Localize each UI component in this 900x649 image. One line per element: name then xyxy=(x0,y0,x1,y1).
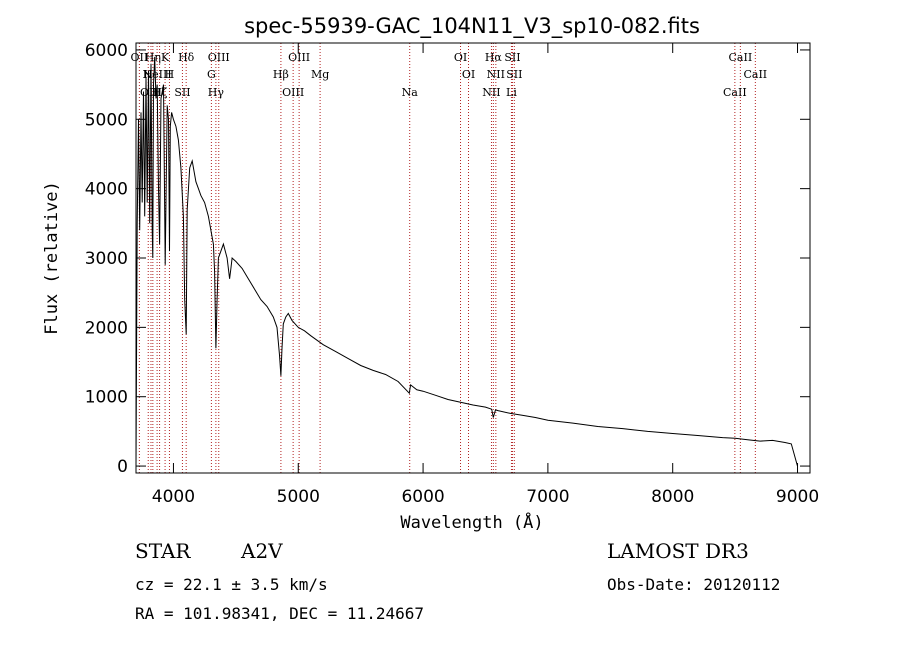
spectral-line-label: SII xyxy=(174,86,190,99)
spectral-line-label: Hα xyxy=(485,51,503,64)
spectral-line-label: OIII xyxy=(208,51,230,64)
object-subclass: A2V xyxy=(240,539,283,563)
x-tick-label: 4000 xyxy=(152,487,195,507)
spectral-line-label: CaII xyxy=(729,51,753,64)
spectral-line-label: OIII xyxy=(288,51,310,64)
redshift-velocity: cz = 22.1 ± 3.5 km/s xyxy=(135,575,328,594)
plot-frame xyxy=(135,42,811,474)
y-axis-ticks: 0 1000 2000 3000 4000 5000 6000 xyxy=(85,41,810,477)
y-axis-label: Flux (relative) xyxy=(42,181,62,335)
y-tick-label: 1000 xyxy=(85,388,128,408)
spectrum-line xyxy=(135,56,798,467)
spectral-line-label: CaII xyxy=(743,68,767,81)
spectral-line-label: CaII xyxy=(723,86,747,99)
x-tick-label: 9000 xyxy=(776,487,819,507)
x-axis-ticks: 4000 5000 6000 7000 8000 9000 xyxy=(152,43,819,507)
spectral-line-label: Hγ xyxy=(208,86,225,99)
spectral-line-label: Hζ xyxy=(152,86,168,99)
object-class: STAR xyxy=(135,539,191,563)
spectral-line-label: NII xyxy=(487,68,505,81)
spectral-line-label: H xyxy=(165,68,175,81)
spectral-line-label: Hβ xyxy=(273,68,289,81)
y-tick-label: 2000 xyxy=(85,318,128,338)
spectral-line-label: Hδ xyxy=(178,51,195,64)
spectral-line-label: K xyxy=(161,51,170,64)
spectral-line-label: Mg xyxy=(311,68,329,81)
spectral-line-label: Li xyxy=(506,86,517,99)
y-tick-label: 3000 xyxy=(85,249,128,269)
spectral-line-label: OII xyxy=(131,51,149,64)
x-tick-label: 5000 xyxy=(277,487,320,507)
y-tick-label: 4000 xyxy=(85,180,128,200)
x-tick-label: 8000 xyxy=(651,487,694,507)
x-tick-label: 7000 xyxy=(526,487,569,507)
coordinates: RA = 101.98341, DEC = 11.24667 xyxy=(135,604,424,623)
spectral-line-label: SII xyxy=(504,51,520,64)
y-tick-label: 6000 xyxy=(85,41,128,61)
spectral-line-label: OIII xyxy=(282,86,304,99)
survey-name: LAMOST DR3 xyxy=(607,539,749,563)
spectral-line-labels: OIIHOIIIHηNeIIIHζKHSIIHδGHγOIIIHβOIIIOII… xyxy=(131,51,768,99)
spectral-line-label: OI xyxy=(454,51,467,64)
x-axis-label: Wavelength (Å) xyxy=(400,511,543,533)
spectral-line-label: Hη xyxy=(145,51,161,64)
spectral-line-label: Na xyxy=(402,86,419,99)
spectral-line-label: G xyxy=(207,68,216,81)
y-tick-label: 0 xyxy=(117,457,128,477)
spectral-line-label: SII xyxy=(506,68,522,81)
x-tick-label: 6000 xyxy=(401,487,444,507)
observation-date: Obs-Date: 20120112 xyxy=(607,575,780,594)
spectral-line-label: OI xyxy=(462,68,475,81)
y-tick-label: 5000 xyxy=(85,110,128,130)
spectral-line-label: NeIII xyxy=(143,68,172,81)
chart-title: spec-55939-GAC_104N11_V3_sp10-082.fits xyxy=(244,14,700,39)
spectral-line-label: NII xyxy=(482,86,500,99)
